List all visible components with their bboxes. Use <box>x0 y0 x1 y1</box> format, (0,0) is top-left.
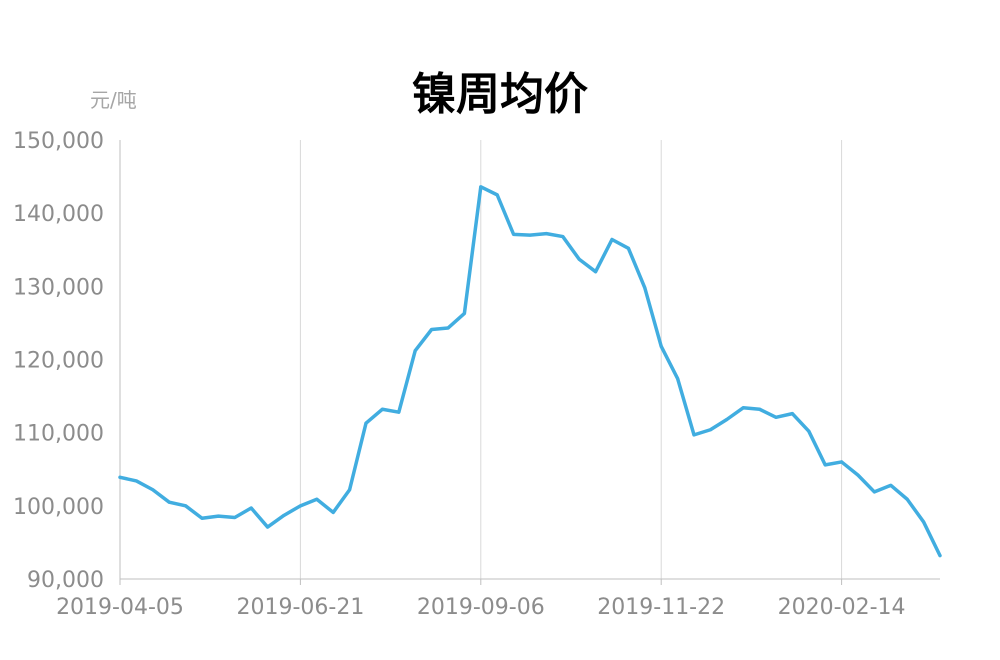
data-point <box>151 488 155 492</box>
x-tick-label: 2019-06-21 <box>236 595 364 620</box>
data-point <box>676 377 680 381</box>
data-point <box>331 510 335 514</box>
data-point <box>528 233 532 237</box>
data-point <box>184 504 188 508</box>
data-point <box>872 490 876 494</box>
y-axis-tick-labels: 90,000 100,000 110,000 120,000 130,000 140,00… <box>13 129 104 593</box>
data-point <box>561 235 565 239</box>
data-point <box>594 270 598 274</box>
y-tick-label: 150,000 <box>13 129 104 154</box>
data-point <box>462 311 466 315</box>
data-point <box>889 483 893 487</box>
data-point <box>790 412 794 416</box>
data-point <box>397 410 401 414</box>
data-point <box>298 504 302 508</box>
y-tick-label: 140,000 <box>13 202 104 227</box>
data-point <box>922 520 926 524</box>
data-point <box>413 349 417 353</box>
data-point <box>430 328 434 332</box>
y-tick-label: 130,000 <box>13 275 104 300</box>
unit-label: 元/吨 <box>90 88 137 112</box>
data-point <box>446 326 450 330</box>
data-point <box>348 488 352 492</box>
data-point <box>741 406 745 410</box>
x-tick-label: 2019-04-05 <box>56 595 184 620</box>
series-line <box>118 185 942 558</box>
data-point <box>249 506 253 510</box>
data-point <box>708 428 712 432</box>
data-point <box>823 463 827 467</box>
series-layer <box>118 185 942 558</box>
data-point <box>200 516 204 520</box>
x-tick-label: 2020-02-14 <box>778 595 906 620</box>
data-point <box>512 232 516 236</box>
x-axis-tick-labels: 2019-04-05 2019-06-21 2019-09-06 2019-11-22… <box>56 579 906 620</box>
data-point <box>233 516 237 520</box>
data-point <box>659 344 663 348</box>
data-point <box>495 193 499 197</box>
y-tick-label: 120,000 <box>13 349 104 374</box>
data-point <box>134 479 138 483</box>
data-point <box>643 286 647 290</box>
data-point <box>364 421 368 425</box>
y-tick-label: 100,000 <box>13 495 104 520</box>
data-point <box>118 475 122 479</box>
axes <box>119 140 940 580</box>
x-tick-label: 2019-09-06 <box>417 595 545 620</box>
data-point <box>692 433 696 437</box>
x-tick-label: 2019-11-22 <box>597 595 725 620</box>
data-point <box>856 473 860 477</box>
data-point <box>266 525 270 529</box>
data-point <box>577 257 581 261</box>
y-tick-label: 110,000 <box>13 422 104 447</box>
data-point <box>479 185 483 189</box>
y-tick-label: 90,000 <box>27 568 104 593</box>
chart-title: 镍周均价 <box>412 69 588 120</box>
data-point <box>840 460 844 464</box>
data-point <box>774 415 778 419</box>
data-point <box>807 429 811 433</box>
gridlines <box>299 140 843 579</box>
data-point <box>938 554 942 558</box>
data-point <box>725 417 729 421</box>
data-point <box>216 514 220 518</box>
data-point <box>380 407 384 411</box>
data-point <box>315 497 319 501</box>
data-point <box>282 513 286 517</box>
data-point <box>167 500 171 504</box>
data-point <box>626 246 630 250</box>
data-point <box>905 497 909 501</box>
data-point <box>758 407 762 411</box>
data-point <box>544 232 548 236</box>
data-point <box>610 238 614 242</box>
